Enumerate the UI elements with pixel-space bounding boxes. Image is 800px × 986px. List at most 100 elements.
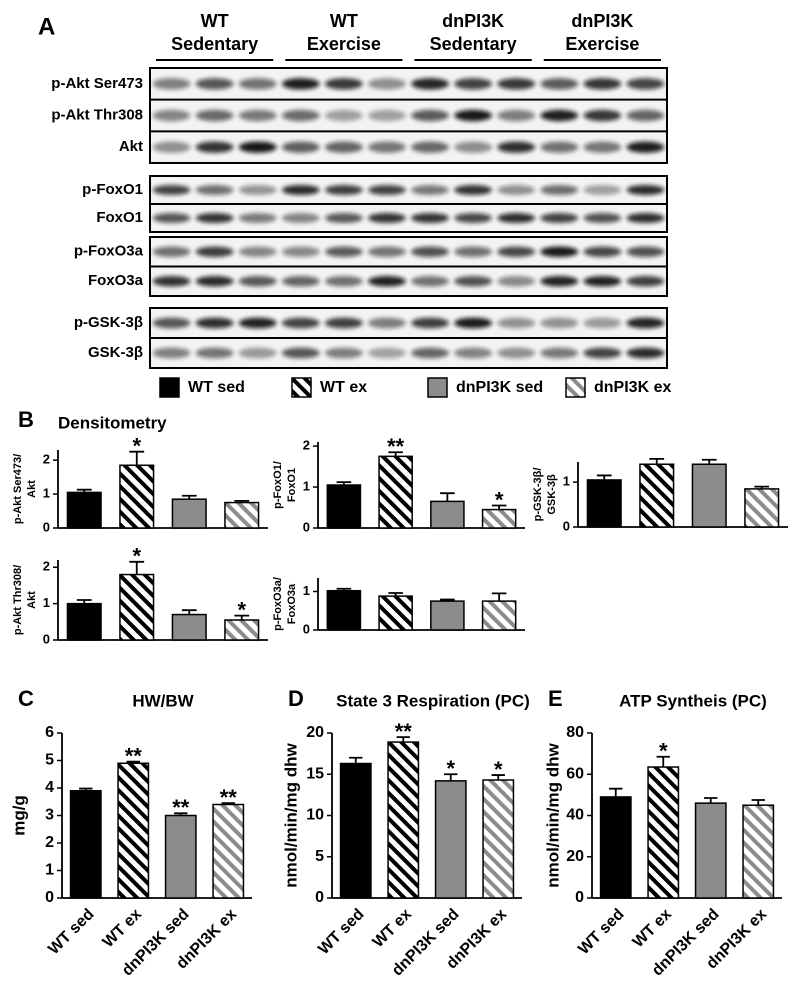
blot-band [152, 109, 191, 122]
blot-band [540, 347, 579, 359]
bar [339, 762, 372, 899]
group-header: WT [330, 11, 358, 31]
bar [117, 762, 150, 899]
panel-label: D [288, 686, 304, 711]
error-bar [181, 494, 197, 500]
blot-band [626, 246, 665, 258]
bar [639, 463, 675, 528]
y-tick-label: 5 [315, 848, 324, 865]
error-bar [129, 560, 145, 575]
error-bar [701, 458, 717, 465]
blot-band [195, 317, 234, 329]
bar [481, 508, 517, 529]
error-bar [396, 736, 410, 743]
chart-title: State 3 Respiration (PC) [336, 691, 530, 710]
legend-swatch [159, 377, 180, 398]
y-tick-label: 80 [566, 724, 584, 741]
blot-band [497, 212, 536, 224]
blot-band [411, 212, 449, 224]
error-bar [349, 756, 363, 764]
blot-row-label: Akt [119, 138, 143, 155]
blot-band [411, 347, 449, 359]
bar [164, 814, 197, 899]
bar [378, 595, 413, 631]
blot-band [626, 212, 665, 224]
panel-label: A [38, 13, 55, 40]
blot-band [195, 212, 234, 224]
blot-band [583, 141, 622, 153]
blot-band [281, 317, 320, 329]
blot-box [149, 67, 668, 164]
y-axis-label: p-FoxO3a/ [272, 577, 284, 631]
significance-star: ** [220, 785, 238, 810]
blot-band [324, 109, 363, 122]
x-tick-label: WT ex [630, 906, 675, 951]
bar [171, 613, 207, 641]
panel-label: E [548, 686, 563, 711]
error-bar [221, 802, 235, 805]
y-axis-label: Akt [26, 480, 38, 498]
y-tick-label: 2 [303, 438, 310, 453]
blot-band [281, 275, 320, 287]
x-tick-label: WT sed [315, 906, 367, 958]
y-tick-label: 0 [315, 889, 324, 906]
blot-band [368, 109, 406, 122]
y-axis-label: p-Akt Ser473/ [12, 454, 24, 524]
blot-row-label: p-Akt Thr308 [51, 106, 143, 123]
blot-band [540, 212, 579, 224]
blot-band [324, 347, 363, 359]
bar [378, 455, 413, 529]
blot-band [583, 78, 622, 90]
x-tick-label: WT sed [45, 906, 97, 958]
blot-band [583, 109, 622, 122]
error-bar [388, 451, 403, 457]
blot-band [411, 141, 449, 153]
blot-band [152, 246, 191, 258]
blot-band [238, 141, 277, 153]
error-bar [649, 457, 665, 465]
blot-band [454, 317, 493, 329]
group-header: dnPI3K [571, 11, 633, 31]
error-bar [181, 609, 197, 615]
blot-band [368, 184, 406, 196]
y-tick-label: 1 [303, 478, 310, 493]
y-tick-label: 0 [303, 621, 310, 636]
blot-band [281, 109, 320, 122]
error-bar [656, 755, 670, 768]
blot-band [152, 275, 191, 287]
y-tick-label: 3 [45, 807, 54, 824]
blot-band [411, 109, 449, 122]
bar [326, 589, 362, 631]
blot-band [583, 347, 622, 359]
blot-band [626, 184, 665, 196]
blot-band [626, 275, 665, 287]
error-bar [234, 499, 250, 503]
error-bar [704, 797, 718, 804]
y-axis-label: FoxO1 [286, 468, 298, 502]
blot-band [411, 317, 449, 329]
blot-band [238, 246, 277, 258]
blot-band [281, 141, 320, 153]
significance-star: * [132, 434, 141, 459]
error-bar [491, 592, 507, 602]
y-tick-label: 0 [563, 518, 570, 533]
blot-band [626, 109, 665, 122]
error-bar [76, 599, 92, 604]
blot-band [454, 246, 493, 258]
y-tick-label: 0 [575, 889, 584, 906]
blot-row-label: p-FoxO1 [82, 181, 143, 198]
blot-band [324, 246, 363, 258]
blot-band [583, 246, 622, 258]
legend-label: dnPI3K sed [456, 379, 543, 396]
x-tick-label: WT sed [575, 906, 627, 958]
bar [430, 500, 465, 529]
blot-band [368, 317, 406, 329]
blot-band [583, 275, 622, 287]
legend-label: dnPI3K ex [594, 379, 671, 396]
y-axis-label: p-GSK-3β/ [532, 468, 544, 522]
y-axis-label: nmol/min/mg dhw [281, 742, 300, 887]
blot-band [238, 275, 277, 287]
blot-band [540, 184, 579, 196]
blot-band [238, 78, 277, 90]
